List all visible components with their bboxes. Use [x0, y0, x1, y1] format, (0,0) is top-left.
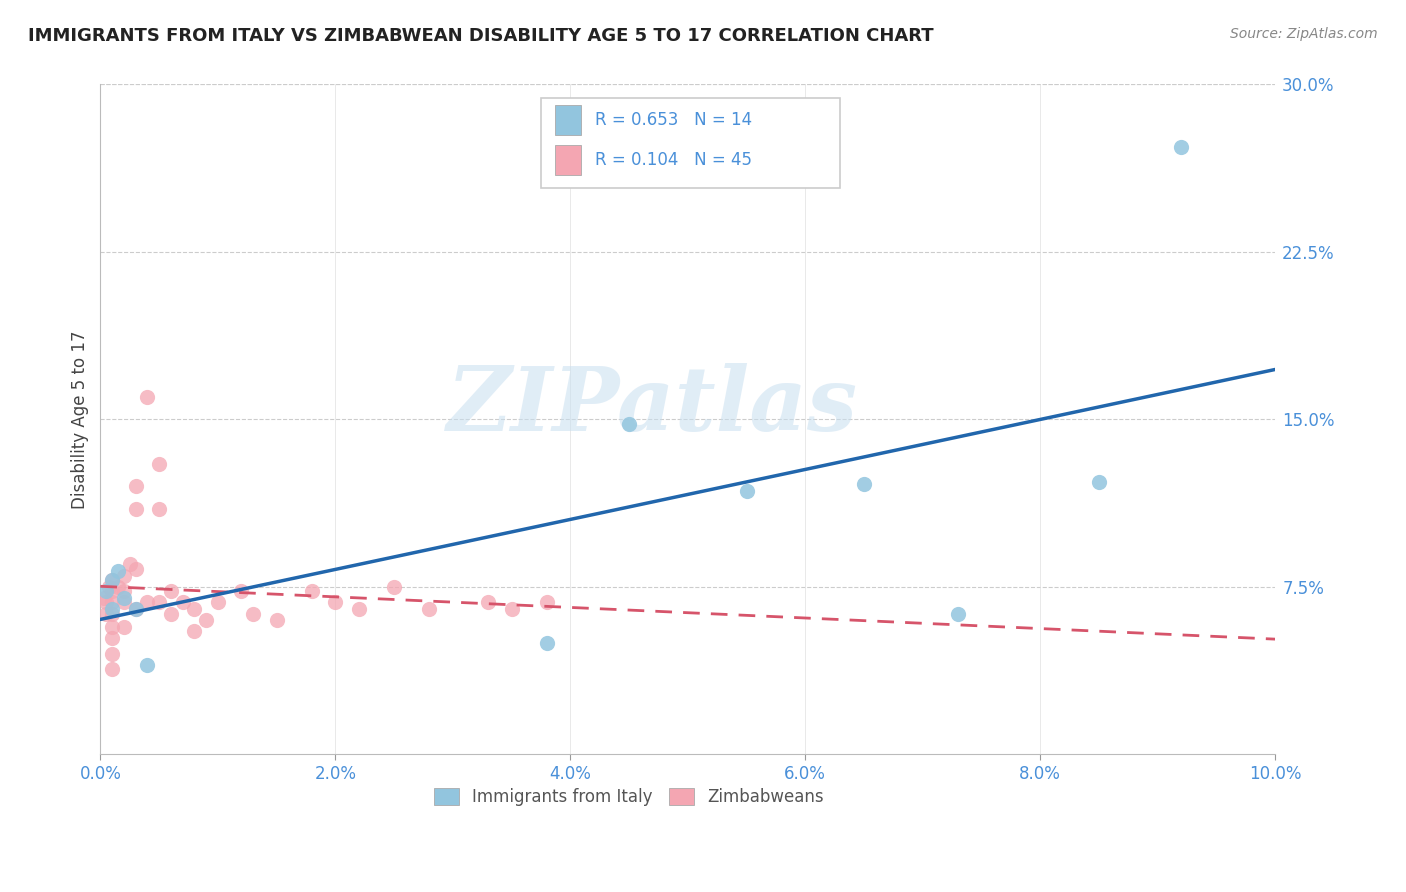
Point	[107, 580, 129, 594]
Point	[242, 607, 264, 621]
Text: Source: ZipAtlas.com: Source: ZipAtlas.com	[1230, 27, 1378, 41]
Point	[536, 635, 558, 649]
Point	[112, 584, 135, 599]
Point	[536, 595, 558, 609]
Point	[96, 584, 118, 599]
Point	[101, 647, 124, 661]
Point	[101, 584, 124, 599]
Point	[183, 624, 205, 639]
Point	[148, 595, 170, 609]
Point	[101, 573, 124, 587]
Point	[231, 584, 253, 599]
Point	[118, 558, 141, 572]
Point	[96, 607, 118, 621]
Point	[160, 584, 183, 599]
Point	[183, 602, 205, 616]
Point	[160, 607, 183, 621]
Point	[124, 479, 146, 493]
Point	[136, 657, 159, 672]
Point	[124, 562, 146, 576]
Point	[1170, 140, 1192, 154]
Point	[124, 602, 146, 616]
Bar	[555, 104, 581, 135]
Point	[136, 390, 159, 404]
Point	[382, 580, 405, 594]
Point	[195, 613, 218, 627]
Point	[617, 417, 640, 431]
FancyBboxPatch shape	[541, 98, 841, 188]
Point	[477, 595, 499, 609]
Point	[301, 584, 323, 599]
Y-axis label: Disability Age 5 to 17: Disability Age 5 to 17	[72, 330, 89, 508]
Text: IMMIGRANTS FROM ITALY VS ZIMBABWEAN DISABILITY AGE 5 TO 17 CORRELATION CHART: IMMIGRANTS FROM ITALY VS ZIMBABWEAN DISA…	[28, 27, 934, 45]
Point	[501, 602, 523, 616]
Point	[101, 620, 124, 634]
Point	[112, 568, 135, 582]
Point	[207, 595, 229, 609]
Point	[347, 602, 370, 616]
Point	[946, 607, 969, 621]
Point	[101, 662, 124, 676]
Point	[97, 580, 120, 594]
Point	[101, 631, 124, 645]
Text: R = 0.104   N = 45: R = 0.104 N = 45	[595, 151, 752, 169]
Text: R = 0.653   N = 14: R = 0.653 N = 14	[595, 111, 752, 128]
Point	[93, 591, 115, 605]
Point	[1088, 475, 1111, 489]
Point	[112, 595, 135, 609]
Point	[418, 602, 440, 616]
Point	[112, 620, 135, 634]
Point	[266, 613, 288, 627]
Point	[101, 602, 124, 616]
Bar	[555, 145, 581, 175]
Point	[124, 602, 146, 616]
Point	[101, 573, 124, 587]
Point	[323, 595, 346, 609]
Point	[735, 483, 758, 498]
Legend: Immigrants from Italy, Zimbabweans: Immigrants from Italy, Zimbabweans	[427, 781, 831, 813]
Point	[148, 501, 170, 516]
Point	[136, 595, 159, 609]
Point	[101, 595, 124, 609]
Point	[853, 477, 876, 491]
Point	[172, 595, 194, 609]
Point	[107, 564, 129, 578]
Point	[112, 591, 135, 605]
Point	[96, 595, 118, 609]
Point	[148, 457, 170, 471]
Text: ZIPatlas: ZIPatlas	[447, 363, 858, 450]
Point	[101, 607, 124, 621]
Point	[124, 501, 146, 516]
